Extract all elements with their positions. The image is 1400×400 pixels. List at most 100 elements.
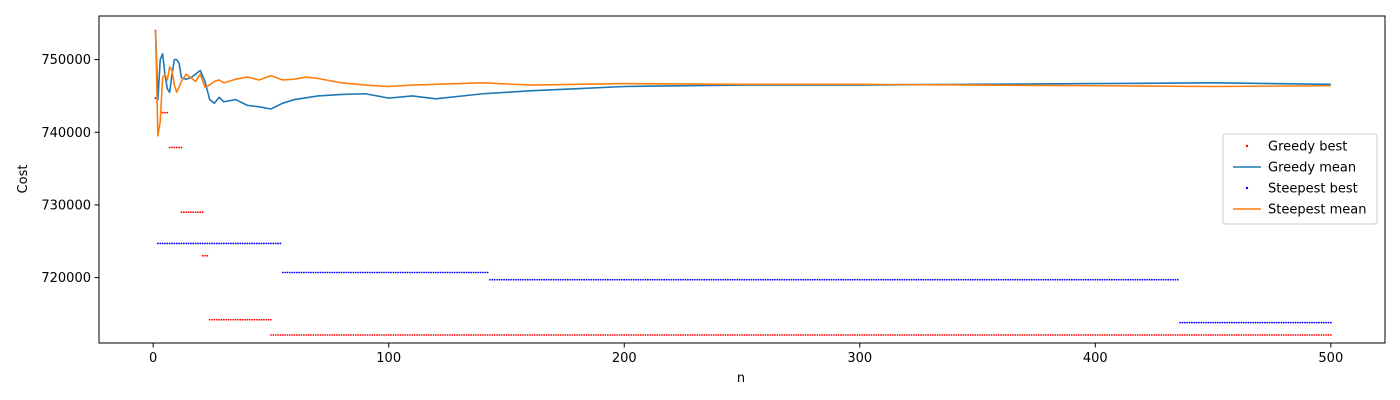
point-steepest-best (917, 278, 920, 281)
point-greedy-best (517, 334, 520, 336)
point-steepest-best (1235, 321, 1238, 324)
point-greedy-best (514, 334, 517, 336)
point-steepest-best (1044, 278, 1047, 281)
point-steepest-best (441, 271, 444, 274)
point-greedy-best (175, 146, 178, 149)
point-greedy-best (917, 334, 920, 336)
point-steepest-best (208, 242, 211, 245)
point-steepest-best (752, 278, 755, 281)
point-greedy-best (1042, 334, 1045, 336)
point-steepest-best (588, 278, 590, 281)
y-axis-ticks: 720000 730000 740000 750000 (41, 53, 99, 286)
point-greedy-best (182, 211, 185, 214)
point-steepest-best (1160, 278, 1163, 281)
point-greedy-best (1127, 334, 1130, 336)
point-steepest-best (1096, 278, 1099, 281)
point-steepest-best (350, 271, 352, 274)
point-steepest-best (703, 278, 706, 281)
point-steepest-best (1007, 278, 1010, 281)
point-steepest-best (861, 278, 864, 281)
point-greedy-best (889, 334, 892, 336)
point-steepest-best (559, 278, 562, 281)
point-greedy-best (173, 146, 176, 149)
point-steepest-best (731, 278, 734, 281)
point-steepest-best (307, 271, 310, 274)
point-steepest-best (611, 278, 614, 281)
point-greedy-best (427, 334, 430, 336)
point-steepest-best (1318, 321, 1320, 324)
point-steepest-best (463, 271, 465, 274)
x-tick-label: 500 (1318, 351, 1343, 366)
point-greedy-best (1242, 334, 1245, 336)
point-greedy-best (555, 334, 557, 336)
point-greedy-best (1125, 334, 1127, 336)
point-greedy-best (807, 334, 809, 336)
point-steepest-best (180, 242, 183, 245)
point-greedy-best (258, 318, 261, 321)
point-greedy-best (237, 318, 239, 321)
point-greedy-best (675, 334, 677, 336)
point-greedy-best (844, 334, 847, 336)
point-steepest-best (423, 271, 425, 274)
point-steepest-best (993, 278, 995, 281)
point-steepest-best (171, 242, 173, 245)
point-greedy-best (547, 334, 550, 336)
point-steepest-best (479, 271, 482, 274)
point-greedy-best (788, 334, 791, 336)
point-steepest-best (404, 271, 407, 274)
point-steepest-best (1016, 278, 1019, 281)
point-greedy-best (387, 334, 390, 336)
point-steepest-best (811, 278, 814, 281)
point-steepest-best (524, 278, 527, 281)
point-steepest-best (882, 278, 885, 281)
point-greedy-best (399, 334, 402, 336)
point-steepest-best (1172, 278, 1174, 281)
point-greedy-best (1329, 334, 1332, 336)
point-greedy-best (670, 334, 673, 336)
point-greedy-best (380, 334, 383, 336)
point-greedy-best (915, 334, 918, 336)
point-greedy-best (416, 334, 418, 336)
point-greedy-best (260, 318, 263, 321)
point-greedy-best (896, 334, 899, 336)
point-steepest-best (420, 271, 423, 274)
point-steepest-best (552, 278, 555, 281)
point-steepest-best (701, 278, 703, 281)
point-greedy-best (1110, 334, 1113, 336)
point-greedy-best (731, 334, 734, 336)
point-steepest-best (623, 278, 626, 281)
point-greedy-best (1009, 334, 1012, 336)
point-steepest-best (498, 278, 501, 281)
point-greedy-best (908, 334, 911, 336)
point-steepest-best (983, 278, 986, 281)
point-greedy-best (1285, 334, 1287, 336)
point-steepest-best (1252, 321, 1254, 324)
point-greedy-best (931, 334, 934, 336)
point-steepest-best (1059, 278, 1061, 281)
point-steepest-best (1134, 278, 1137, 281)
point-greedy-best (359, 334, 362, 336)
point-greedy-best (962, 334, 965, 336)
point-steepest-best (743, 278, 746, 281)
point-steepest-best (253, 242, 256, 245)
point-steepest-best (262, 242, 265, 245)
point-steepest-best (215, 242, 218, 245)
point-greedy-best (451, 334, 454, 336)
point-steepest-best (1315, 321, 1318, 324)
point-steepest-best (1141, 278, 1144, 281)
point-greedy-best (225, 318, 228, 321)
point-greedy-best (726, 334, 729, 336)
point-greedy-best (1221, 334, 1224, 336)
point-steepest-best (1026, 278, 1028, 281)
point-steepest-best (357, 271, 359, 274)
point-steepest-best (550, 278, 553, 281)
point-greedy-best (682, 334, 685, 336)
point-greedy-best (166, 111, 169, 114)
point-greedy-best (281, 334, 284, 336)
point-greedy-best (590, 334, 593, 336)
point-steepest-best (981, 278, 984, 281)
point-greedy-best (1070, 334, 1073, 336)
point-steepest-best (651, 278, 654, 281)
series-points-greedy-best (154, 29, 1332, 336)
point-greedy-best (1212, 334, 1214, 336)
